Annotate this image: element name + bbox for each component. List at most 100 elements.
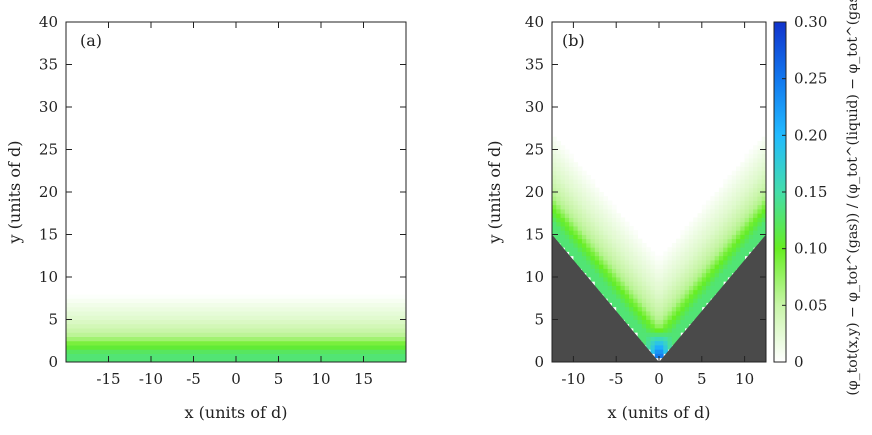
- colorbar-tick-label: 0: [794, 353, 804, 371]
- heat-cell: [727, 230, 733, 235]
- heat-cell: [688, 238, 694, 244]
- heat-cell: [736, 217, 741, 223]
- heat-cell: [577, 238, 583, 244]
- heat-cell: [616, 221, 621, 227]
- heat-cell: [624, 251, 630, 257]
- y-tick-label: 0: [48, 353, 58, 371]
- heat-cell: [569, 221, 574, 227]
- heat-cell: [586, 221, 591, 227]
- heat-cell: [757, 226, 763, 231]
- heat-cell: [663, 332, 668, 337]
- heat-cell: [736, 238, 741, 244]
- heat-cell: [744, 251, 750, 257]
- heat-cell: [654, 336, 660, 342]
- heat-cell: [761, 221, 766, 227]
- heat-cell: [723, 226, 728, 231]
- heat-cell: [646, 328, 651, 333]
- heat-cell: [659, 294, 664, 299]
- heat-cell: [736, 251, 741, 257]
- heat-cell: [552, 158, 557, 163]
- heat-cell: [736, 200, 741, 206]
- heat-cell: [564, 230, 570, 235]
- heat-cell: [693, 230, 698, 235]
- heat-cell: [569, 192, 574, 197]
- heat-cell: [594, 217, 600, 223]
- heat-cell: [573, 234, 579, 240]
- heat-cell: [671, 272, 677, 278]
- heat-cell: [684, 264, 690, 269]
- heat-cell: [710, 260, 716, 265]
- heat-cell: [637, 306, 643, 312]
- heat-cell: [624, 319, 630, 325]
- colorbar-tick-label: 0.20: [794, 126, 827, 144]
- heat-cell: [744, 170, 750, 176]
- heat-cell: [577, 196, 583, 201]
- heat-cell: [586, 217, 591, 223]
- heat-cell: [667, 255, 673, 261]
- heat-cell: [663, 268, 668, 274]
- heat-cell: [646, 281, 651, 286]
- heat-cell: [753, 238, 758, 244]
- heat-cell: [718, 243, 724, 248]
- heat-cell: [620, 281, 626, 286]
- heat-cell: [663, 306, 668, 312]
- heat-cell: [680, 247, 686, 252]
- heat-cell: [560, 162, 566, 167]
- heat-cell: [706, 255, 711, 261]
- heat-cell: [641, 311, 647, 316]
- heat-cell: [714, 234, 720, 240]
- heat-cell: [586, 251, 591, 257]
- heat-cell: [697, 289, 703, 295]
- heat-cell: [637, 332, 643, 337]
- heat-cell: [723, 217, 728, 223]
- heat-cell: [688, 281, 694, 286]
- heat-cell: [603, 268, 609, 274]
- heat-cell: [650, 302, 656, 308]
- heat-cell: [663, 255, 668, 261]
- heat-cell: [564, 170, 570, 176]
- y-tick-label: 5: [48, 311, 58, 329]
- heat-cell: [667, 281, 673, 286]
- heat-cell: [564, 200, 570, 206]
- heat-cell: [706, 251, 711, 257]
- heat-cell: [616, 217, 621, 223]
- heat-cell: [757, 141, 763, 146]
- heat-cell: [654, 302, 660, 308]
- heat-cell: [599, 217, 604, 223]
- heat-band: [66, 289, 406, 295]
- heat-cell: [740, 183, 745, 189]
- heat-cell: [701, 272, 707, 278]
- heat-cell: [646, 277, 651, 282]
- heat-cell: [620, 302, 626, 308]
- heat-cell: [654, 345, 660, 350]
- heat-cell: [748, 175, 754, 180]
- panel-b: -10 -5 0 5 10 0 5 10 15 20 25 30 35 40 (b) x (units o…: [485, 13, 767, 422]
- heat-cell: [650, 349, 656, 354]
- heat-cell: [761, 234, 766, 240]
- panel-a: -15 -10 -5 0 5 10 15 0 5 10 15 20 25 30 35 40 (a) x (un…: [5, 13, 407, 422]
- heat-cell: [753, 183, 758, 189]
- heat-cell: [607, 217, 613, 223]
- heat-band: [66, 302, 406, 308]
- heat-cell: [590, 260, 596, 265]
- heat-cell: [761, 187, 766, 193]
- heat-cell: [744, 213, 750, 218]
- heat-cell: [727, 243, 733, 248]
- heat-cell: [633, 255, 638, 261]
- heat-cell: [671, 332, 677, 337]
- heat-cell: [603, 238, 609, 244]
- heat-cell: [654, 268, 660, 274]
- heat-cell: [714, 281, 720, 286]
- heat-cell: [736, 226, 741, 231]
- heat-cell: [654, 260, 660, 265]
- heat-cell: [573, 162, 579, 167]
- heat-cell: [701, 213, 707, 218]
- heat-cell: [594, 234, 600, 240]
- heat-cell: [552, 226, 557, 231]
- heat-cell: [616, 251, 621, 257]
- heat-cell: [667, 319, 673, 325]
- heat-cell: [676, 260, 681, 265]
- heat-cell: [641, 298, 647, 303]
- heat-cell: [736, 255, 741, 261]
- heat-cell: [663, 345, 668, 350]
